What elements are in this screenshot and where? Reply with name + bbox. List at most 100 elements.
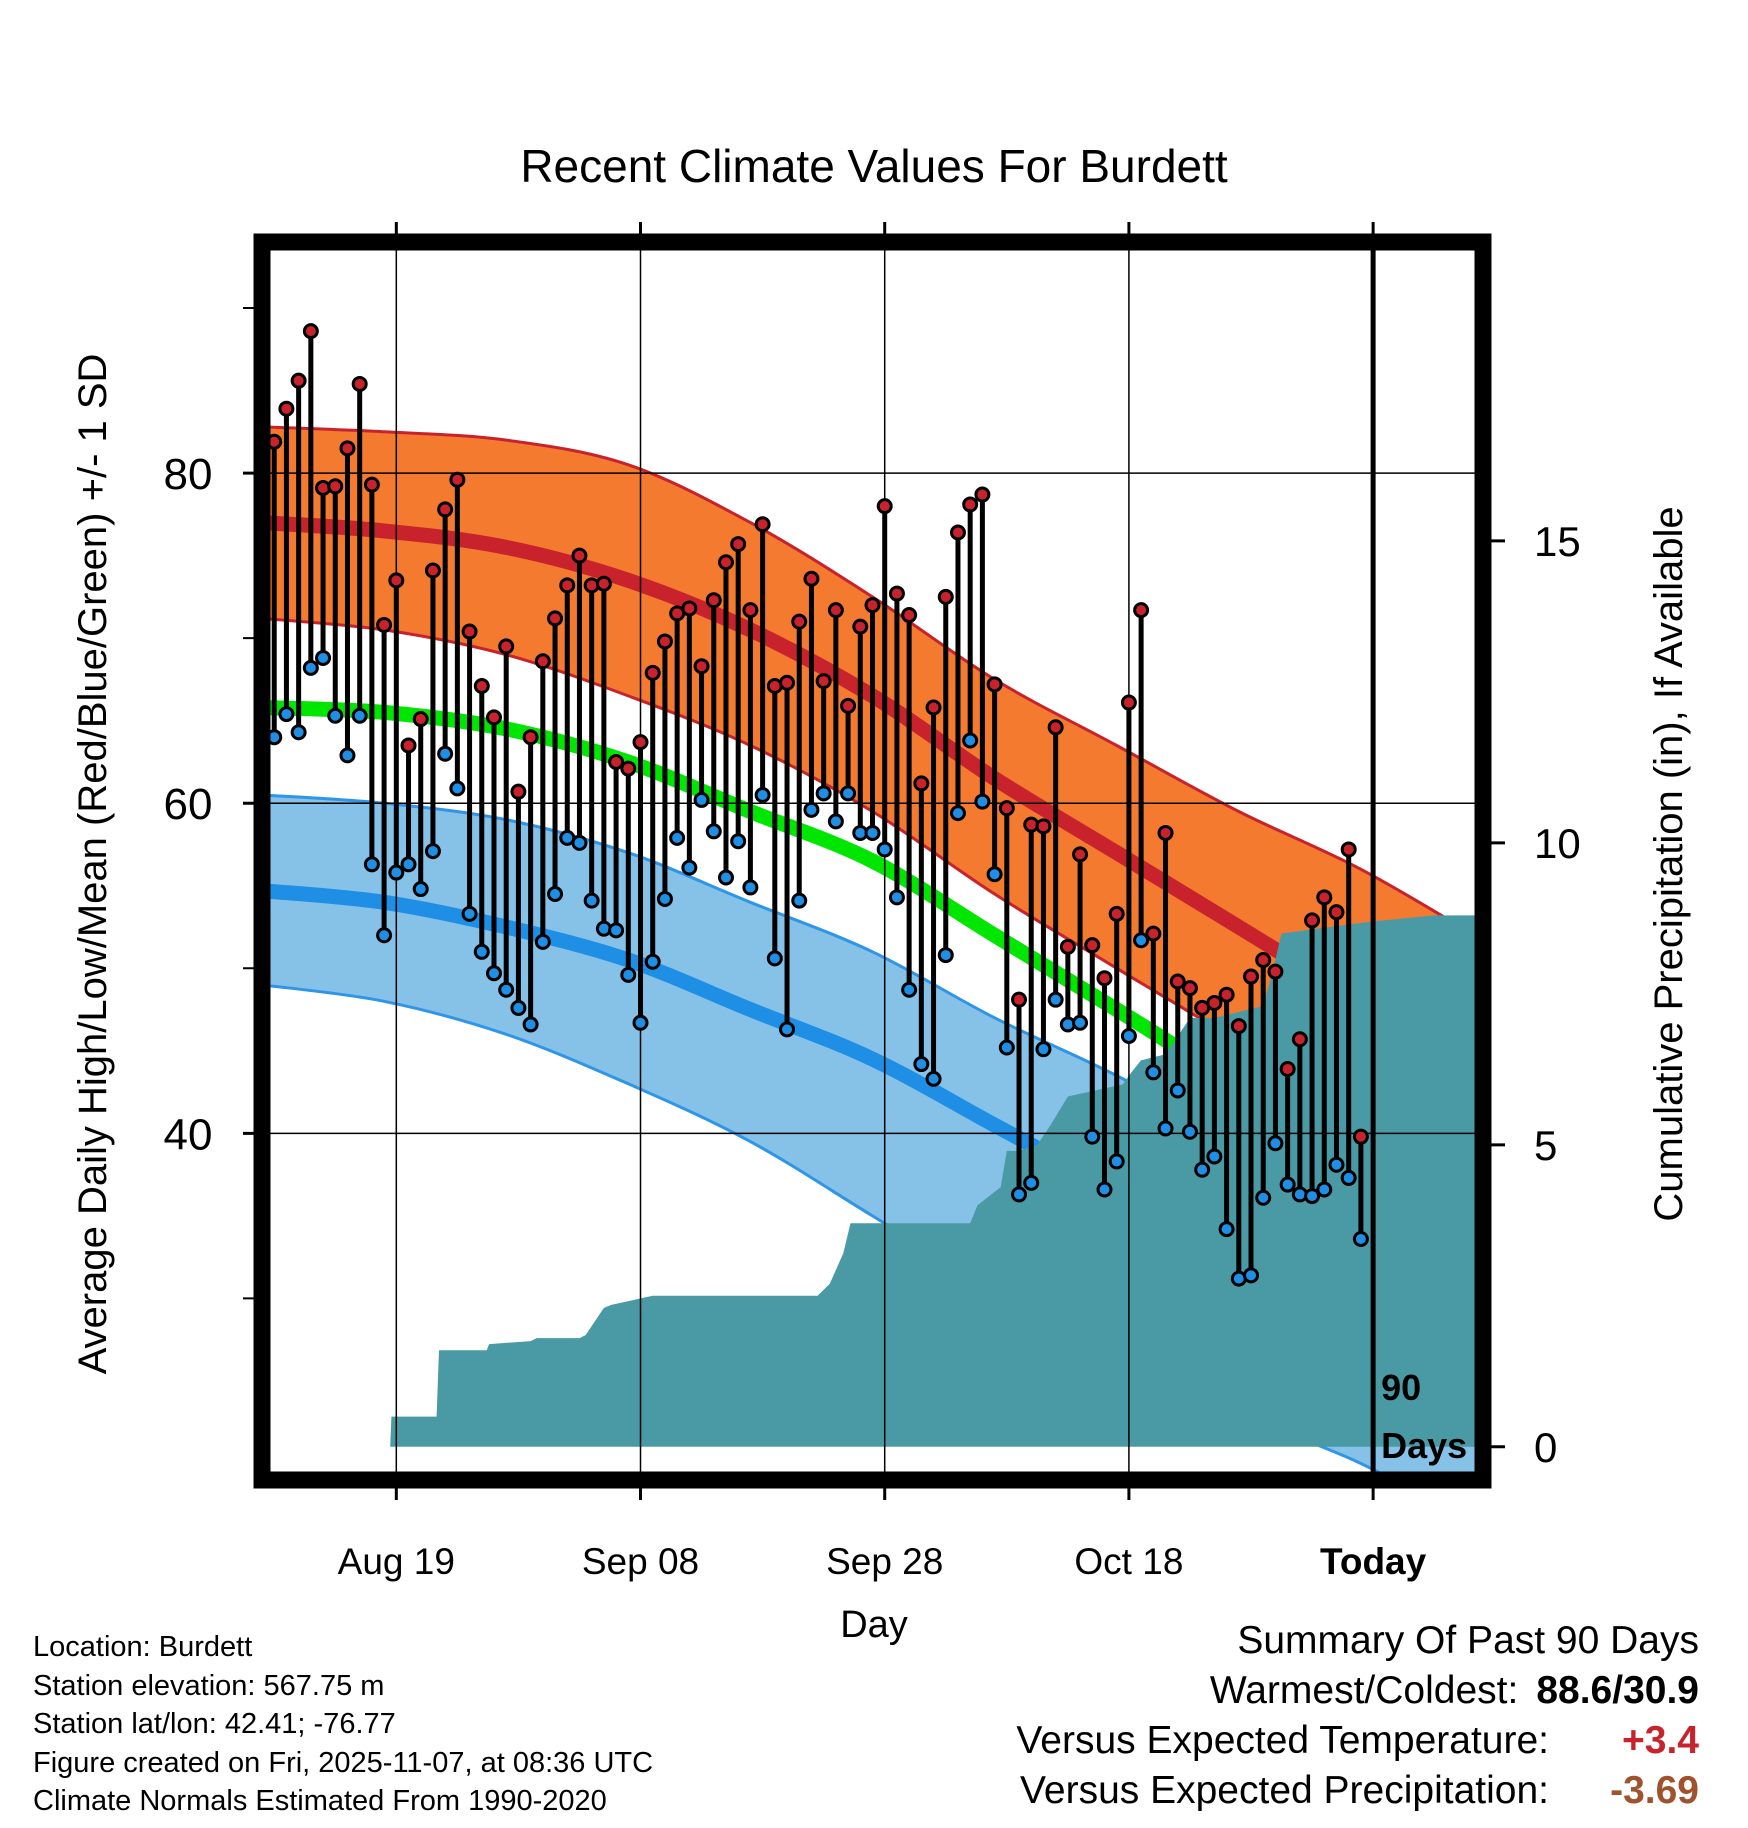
daily-high-point: [363, 476, 380, 493]
daily-high-point: [412, 711, 429, 728]
daily-low-point: [1316, 1181, 1333, 1198]
x-tick-label: Oct 18: [1074, 1541, 1183, 1582]
daily-low-point: [815, 785, 832, 802]
daily-low-point: [1108, 1153, 1125, 1170]
daily-high-point: [913, 775, 930, 792]
daily-high-point: [803, 570, 820, 587]
y-tick-label: 80: [164, 450, 213, 499]
y-tick-label: 60: [164, 780, 213, 829]
daily-high-point: [339, 440, 356, 457]
y2-axis-label: Cumulative Precipitation (in), If Availa…: [1647, 506, 1691, 1221]
daily-high-point: [302, 323, 319, 340]
y2-tick-label: 10: [1534, 820, 1581, 867]
x-tick-label: Today: [1320, 1541, 1427, 1582]
daily-high-point: [620, 760, 637, 777]
normals-text: Climate Normals Estimated From 1990-2020: [33, 1785, 607, 1817]
daily-low-point: [1035, 1041, 1052, 1058]
daily-high-point: [1279, 1060, 1296, 1077]
summary-warm-cold-row: Warmest/Coldest: 88.6/30.9: [1016, 1666, 1699, 1716]
daily-high-point: [1059, 938, 1076, 955]
daily-high-point: [608, 753, 625, 770]
daily-high-point: [1255, 952, 1272, 969]
daily-high-point: [1035, 818, 1052, 835]
daily-high-point: [1316, 889, 1333, 906]
x-tick-label: Sep 28: [826, 1541, 943, 1582]
daily-high-point: [449, 471, 466, 488]
daily-high-point: [730, 536, 747, 553]
daily-high-point: [534, 653, 551, 670]
daily-low-point: [351, 707, 368, 724]
daily-high-point: [1120, 694, 1137, 711]
daily-high-point: [278, 400, 295, 417]
daily-low-point: [791, 892, 808, 909]
daily-high-point: [998, 800, 1015, 817]
daily-high-point: [485, 709, 502, 726]
daily-high-point: [1230, 1018, 1247, 1035]
daily-low-point: [656, 890, 673, 907]
daily-high-point: [559, 577, 576, 594]
today-annotation: Days: [1381, 1425, 1467, 1466]
daily-low-point: [1304, 1188, 1321, 1205]
daily-low-point: [571, 834, 588, 851]
daily-low-point: [339, 747, 356, 764]
daily-high-point: [779, 674, 796, 691]
daily-high-point: [1352, 1128, 1369, 1145]
daily-low-point: [925, 1070, 942, 1087]
x-axis-label: Day: [840, 1604, 908, 1646]
daily-low-point: [1328, 1156, 1345, 1173]
precip-label: Versus Expected Precipitation:: [1020, 1769, 1549, 1812]
x-tick-label: Sep 08: [582, 1541, 699, 1582]
daily-high-point: [376, 616, 393, 633]
daily-high-point: [1108, 905, 1125, 922]
daily-low-point: [1084, 1128, 1101, 1145]
daily-low-point: [742, 879, 759, 896]
daily-low-point: [608, 922, 625, 939]
today-annotation: 90: [1381, 1367, 1421, 1408]
daily-low-point: [400, 856, 417, 873]
daily-high-point: [791, 613, 808, 630]
daily-high-point: [1047, 719, 1064, 736]
daily-low-point: [669, 829, 686, 846]
daily-low-point: [754, 786, 771, 803]
daily-low-point: [1157, 1120, 1174, 1137]
warm-cold-value: 88.6/30.9: [1536, 1669, 1699, 1712]
daily-low-point: [693, 791, 710, 808]
daily-low-point: [388, 864, 405, 881]
daily-low-point: [730, 833, 747, 850]
daily-low-point: [376, 927, 393, 944]
daily-high-point: [705, 592, 722, 609]
daily-low-point: [986, 866, 1003, 883]
daily-low-point: [278, 706, 295, 723]
daily-low-point: [1145, 1064, 1162, 1081]
daily-high-point: [937, 588, 954, 605]
daily-high-point: [1011, 991, 1028, 1008]
daily-high-point: [962, 496, 979, 513]
daily-high-point: [327, 478, 344, 495]
location-text: Location: Burdett: [33, 1631, 253, 1663]
station-info: Location: Burdett Station elevation: 567…: [33, 1628, 653, 1821]
daily-low-point: [681, 859, 698, 876]
daily-low-point: [1340, 1169, 1357, 1186]
daily-high-point: [693, 658, 710, 675]
daily-high-point: [840, 697, 857, 714]
daily-high-point: [974, 486, 991, 503]
plot-area: [262, 242, 1483, 1480]
daily-high-point: [461, 623, 478, 640]
daily-high-point: [424, 562, 441, 579]
daily-high-point: [1243, 968, 1260, 985]
daily-low-point: [876, 841, 893, 858]
chart-title: Recent Climate Values For Burdett: [520, 140, 1228, 192]
daily-high-point: [852, 618, 869, 635]
summary-panel: Summary Of Past 90 Days Warmest/Coldest:…: [1016, 1616, 1699, 1816]
daily-low-point: [473, 943, 490, 960]
daily-low-point: [913, 1056, 930, 1073]
daily-high-point: [1218, 986, 1235, 1003]
y-tick-label: 40: [164, 1110, 213, 1159]
daily-low-point: [620, 966, 637, 983]
daily-high-point: [1084, 937, 1101, 954]
daily-low-point: [1133, 932, 1150, 949]
daily-low-point: [974, 793, 991, 810]
plot-overlay: 90 Days: [266, 242, 1467, 1480]
summary-title: Summary Of Past 90 Days: [1237, 1619, 1699, 1662]
